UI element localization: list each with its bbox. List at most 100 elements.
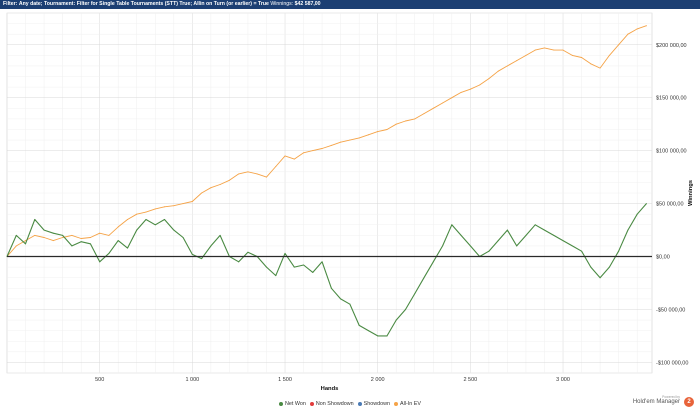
- net-won-point: [562, 240, 564, 242]
- net-won-point: [488, 250, 490, 252]
- all-in-ev-point: [71, 234, 73, 236]
- all-in-ev-point: [469, 88, 471, 90]
- y-tick-label: $50 000,00: [656, 202, 684, 208]
- net-won-point: [414, 293, 416, 295]
- y-tick-label: -$100 000,00: [656, 360, 688, 366]
- all-in-ev-point: [627, 33, 629, 35]
- all-in-ev-point: [164, 206, 166, 208]
- chart-legend: Net Won Non Showdown Showdown All-In EV: [0, 401, 700, 407]
- all-in-ev-point: [256, 173, 258, 175]
- net-won-point: [469, 245, 471, 247]
- legend-label: Non Showdown: [315, 401, 354, 407]
- all-in-ev-point: [367, 134, 369, 136]
- all-in-ev-point: [154, 208, 156, 210]
- all-in-ev-point: [15, 245, 17, 247]
- all-in-ev-point: [265, 176, 267, 178]
- net-won-point: [321, 261, 323, 263]
- all-in-ev-point: [219, 184, 221, 186]
- legend-item-showdown[interactable]: Showdown: [357, 401, 390, 407]
- all-in-ev-point: [404, 120, 406, 122]
- chart-axes: 500 1 000 1 500 2 000 2 500 3 000 -$100 000,00…: [7, 43, 688, 383]
- net-won-point: [247, 251, 249, 253]
- all-in-ev-point: [62, 236, 64, 238]
- x-tick-label: 1 000: [185, 377, 199, 383]
- net-won-point: [506, 229, 508, 231]
- x-tick-label: 1 500: [278, 377, 292, 383]
- net-won-point: [442, 245, 444, 247]
- legend-item-net-won[interactable]: Net Won: [279, 401, 306, 407]
- winnings-value: $42 587,00: [294, 1, 321, 7]
- all-in-ev-point: [43, 236, 45, 238]
- net-won-point: [330, 287, 332, 289]
- net-won-point: [544, 229, 545, 231]
- all-in-ev-point: [608, 54, 610, 56]
- net-won-point: [108, 252, 110, 254]
- all-in-ev-point: [228, 179, 230, 181]
- all-in-ev-point: [544, 47, 545, 49]
- all-in-ev-point: [525, 54, 527, 56]
- all-in-ev-point: [108, 234, 110, 236]
- winnings-label: Winnings:: [270, 1, 294, 7]
- net-won-point: [219, 234, 221, 236]
- all-in-ev-point: [238, 173, 240, 175]
- y-tick-label: $100 000,00: [656, 149, 687, 155]
- all-in-ev-point: [506, 65, 508, 67]
- all-in-ev-point: [25, 240, 27, 242]
- all-in-ev-point: [590, 63, 592, 65]
- all-in-ev-point: [34, 234, 36, 236]
- all-in-ev-point: [562, 49, 564, 51]
- net-won-point: [52, 232, 54, 234]
- net-won-point: [460, 234, 462, 236]
- y-tick-label: $0,00: [656, 255, 670, 261]
- net-won-point: [423, 277, 425, 279]
- all-in-ev-point: [460, 91, 462, 93]
- net-won-point: [265, 266, 267, 268]
- net-won-point: [599, 277, 601, 279]
- legend-marker-icon: [309, 401, 314, 406]
- all-in-ev-point: [479, 84, 481, 86]
- all-in-ev-point: [645, 25, 647, 27]
- net-won-point: [516, 245, 518, 247]
- winnings-chart: 500 1 000 1 500 2 000 2 500 3 000 -$100 000,00…: [6, 12, 694, 392]
- net-won-point: [71, 245, 73, 247]
- all-in-ev-point: [423, 113, 425, 115]
- legend-item-all-in-ev[interactable]: All-In EV: [394, 401, 421, 407]
- net-won-point: [608, 266, 610, 268]
- all-in-ev-point: [321, 148, 323, 150]
- all-in-ev-point: [414, 118, 416, 120]
- x-tick-label: 2 000: [371, 377, 385, 383]
- legend-item-non-showdown[interactable]: Non Showdown: [309, 401, 354, 407]
- hem-logo-icon: 2: [684, 397, 694, 407]
- net-won-point: [80, 241, 82, 243]
- net-won-point: [377, 335, 379, 337]
- all-in-ev-point: [395, 123, 397, 125]
- all-in-ev-point: [80, 238, 82, 240]
- all-in-ev-point: [52, 240, 54, 242]
- all-in-ev-point: [136, 213, 138, 215]
- net-won-point: [618, 250, 620, 252]
- all-in-ev-point: [191, 200, 193, 202]
- all-in-ev-point: [145, 211, 147, 213]
- net-won-point: [590, 266, 592, 268]
- net-won-point: [136, 229, 138, 231]
- filter-bar: Filter: Any date; Tournament: Filter for…: [0, 0, 700, 9]
- all-in-ev-point: [349, 139, 351, 141]
- net-won-point: [62, 234, 64, 236]
- net-won-point: [553, 234, 555, 236]
- all-in-ev-point: [636, 28, 638, 30]
- legend-marker-icon: [279, 401, 283, 406]
- all-in-ev-line: [6, 25, 647, 257]
- net-won-point: [404, 308, 406, 310]
- net-won-point: [284, 252, 286, 254]
- all-in-ev-point: [284, 155, 286, 157]
- all-in-ev-point: [173, 205, 175, 207]
- chart-series: [6, 25, 647, 337]
- all-in-ev-point: [553, 49, 555, 51]
- net-won-point: [164, 218, 166, 220]
- all-in-ev-point: [377, 131, 379, 133]
- all-in-ev-point: [247, 171, 249, 173]
- net-won-point: [571, 245, 573, 247]
- x-axis-title: Hands: [321, 386, 339, 392]
- net-won-point: [367, 330, 369, 332]
- net-won-point: [358, 324, 360, 326]
